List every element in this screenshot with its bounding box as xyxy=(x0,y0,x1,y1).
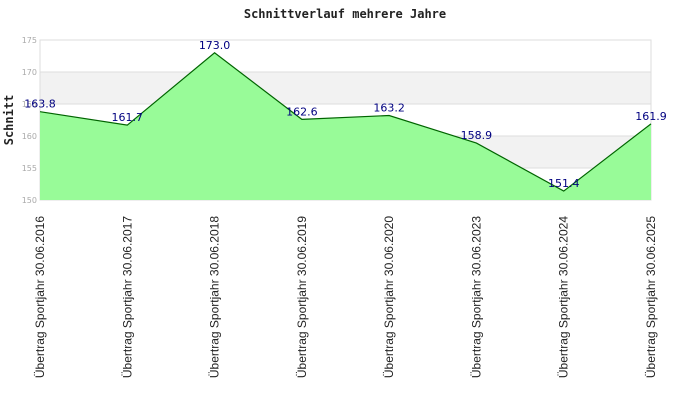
y-tick-labels: 150 155 160 165 170 175 xyxy=(22,36,37,205)
y-tick-label: 175 xyxy=(22,36,37,45)
data-label: 173.0 xyxy=(199,39,231,52)
x-tick-labels: Übertrag Sportjahr 30.06.2016 Übertrag Sp… xyxy=(33,216,658,378)
y-tick-label: 155 xyxy=(22,164,37,173)
x-tick-label: Übertrag Sportjahr 30.06.2023 xyxy=(469,216,483,378)
y-tick-label: 150 xyxy=(22,196,37,205)
y-tick-label: 170 xyxy=(22,68,37,77)
series-line xyxy=(39,52,652,192)
data-label: 158.9 xyxy=(461,129,493,142)
y-axis-label: Schnitt xyxy=(2,95,16,146)
series-area xyxy=(40,52,651,200)
data-labels: 163.8 161.7 173.0 162.6 163.2 158.9 151.4 161.9 xyxy=(24,39,667,190)
plot-band xyxy=(40,72,651,104)
plot-band xyxy=(40,40,651,72)
y-tick-label: 165 xyxy=(22,100,37,109)
x-tick-label: Übertrag Sportjahr 30.06.2025 xyxy=(644,216,658,378)
data-label: 161.7 xyxy=(112,111,144,124)
data-label: 163.8 xyxy=(24,98,56,111)
x-tick-label: Übertrag Sportjahr 30.06.2016 xyxy=(33,216,47,378)
data-label: 163.2 xyxy=(373,102,405,115)
x-tick-label: Übertrag Sportjahr 30.06.2024 xyxy=(557,216,571,378)
x-tick-label: Übertrag Sportjahr 30.06.2017 xyxy=(120,216,134,378)
x-tick-label: Übertrag Sportjahr 30.06.2020 xyxy=(382,216,396,378)
chart-title: Schnittverlauf mehrere Jahre xyxy=(244,7,446,21)
x-tick-label: Übertrag Sportjahr 30.06.2019 xyxy=(295,216,309,378)
data-label: 161.9 xyxy=(635,110,667,123)
y-tick-label: 160 xyxy=(22,132,37,141)
x-tick-label: Übertrag Sportjahr 30.06.2018 xyxy=(208,216,222,378)
data-label: 162.6 xyxy=(286,105,318,118)
data-label: 151.4 xyxy=(548,177,580,190)
